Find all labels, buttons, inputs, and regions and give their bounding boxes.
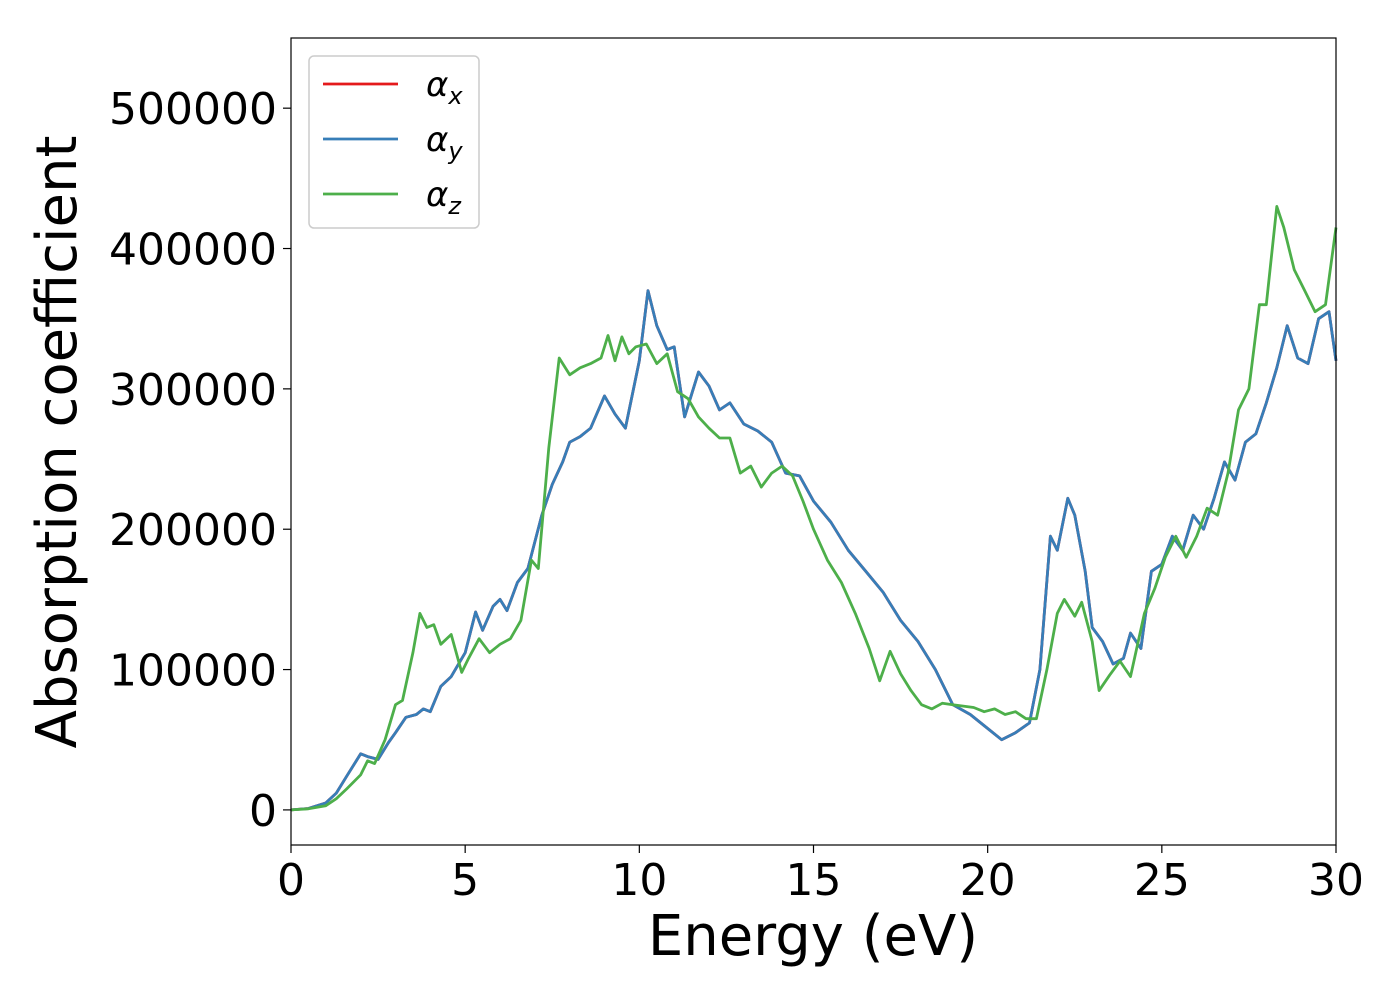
x-tick-label: 30 [1308, 855, 1364, 906]
x-tick-label: 0 [277, 855, 305, 906]
legend-box [308, 55, 480, 229]
x-tick-label: 15 [786, 855, 842, 906]
y-tick-label: 0 [249, 786, 277, 837]
x-tick-label: 5 [451, 855, 479, 906]
x-axis-title: Energy (eV) [648, 904, 978, 969]
y-axis-ticks: 0 100000 200000 300000 400000 500000 [109, 84, 291, 837]
series-layer [290, 204, 1338, 812]
legend: αx αy αz [308, 55, 480, 229]
y-tick-label: 100000 [109, 646, 277, 697]
y-tick-label: 300000 [109, 365, 277, 416]
x-tick-label: 25 [1134, 855, 1190, 906]
x-tick-label: 10 [611, 855, 667, 906]
legend-label-z: αz [426, 175, 462, 220]
y-tick-label: 400000 [109, 225, 277, 276]
y-tick-label: 500000 [109, 84, 277, 135]
series-line-z [290, 204, 1338, 812]
legend-label-y: αy [426, 120, 463, 165]
y-axis-title: Absorption coefficient [25, 136, 90, 749]
x-axis-ticks: 0 5 10 15 20 25 30 [277, 845, 1364, 906]
legend-label-x: αx [426, 65, 463, 110]
y-tick-label: 200000 [109, 505, 277, 556]
x-tick-label: 20 [960, 855, 1016, 906]
